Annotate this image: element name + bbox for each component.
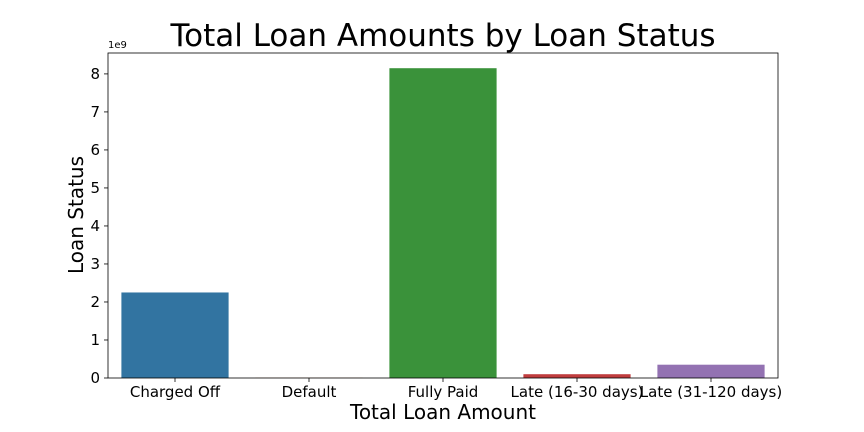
y-ticks-group: 0 1 2 3 4 5 6 7 8 xyxy=(90,65,108,387)
bar-4 xyxy=(657,364,765,378)
x-tick-label-3: Late (16-30 days) xyxy=(511,383,644,401)
y-tick-label-0: 0 xyxy=(90,369,100,387)
y-axis-offset-label: 1e9 xyxy=(108,40,127,51)
bar-3 xyxy=(523,374,631,378)
x-ticks-group: Charged Off Default Fully Paid Late (16-30 … xyxy=(130,378,782,401)
y-axis-label: Loan Status xyxy=(64,156,88,274)
x-tick-label-1: Default xyxy=(282,383,337,401)
bar-0 xyxy=(121,292,229,378)
x-axis-label: Total Loan Amount xyxy=(349,400,536,424)
x-tick-label-4: Late (31-120 days) xyxy=(640,383,782,401)
y-tick-label-2: 2 xyxy=(90,293,100,311)
y-tick-label-6: 6 xyxy=(90,141,100,159)
chart-title: Total Loan Amounts by Loan Status xyxy=(169,18,715,54)
bar-2 xyxy=(389,68,497,378)
y-tick-label-4: 4 xyxy=(90,217,100,235)
x-tick-label-0: Charged Off xyxy=(130,383,221,401)
y-tick-label-3: 3 xyxy=(90,255,100,273)
y-tick-label-1: 1 xyxy=(90,331,100,349)
bars-group xyxy=(121,68,765,378)
y-tick-label-5: 5 xyxy=(90,179,100,197)
y-tick-label-8: 8 xyxy=(90,65,100,83)
plot-frame xyxy=(107,52,779,379)
x-tick-label-2: Fully Paid xyxy=(408,383,479,401)
y-tick-label-7: 7 xyxy=(90,103,100,121)
